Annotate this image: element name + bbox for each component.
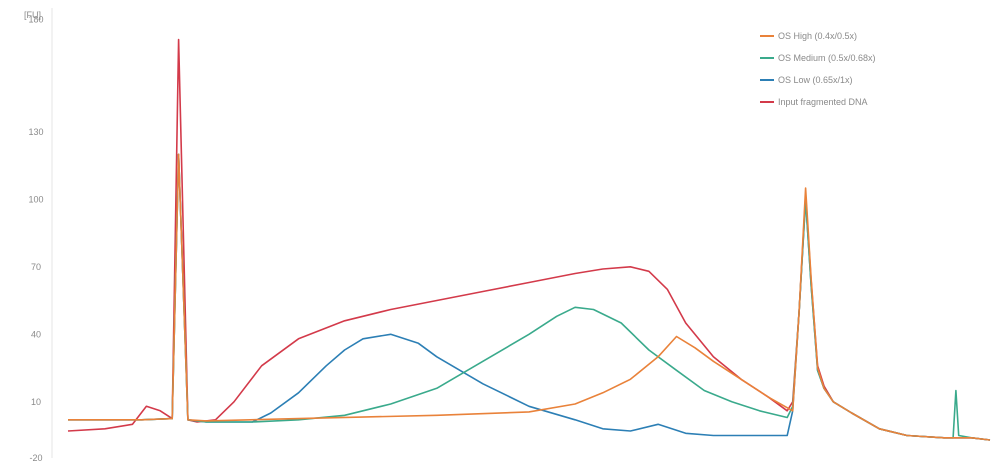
legend-label: Input fragmented DNA: [778, 97, 868, 107]
y-tick-label: 40: [31, 329, 41, 339]
y-tick-label: 70: [31, 262, 41, 272]
y-tick-label: 130: [28, 127, 43, 137]
series-group: [67, 38, 991, 441]
y-tick-label: 180: [28, 14, 43, 24]
y-axis-ticks: 180 130 100 70 40 10 -20: [28, 14, 43, 463]
series-line: [67, 38, 991, 441]
y-unit-label: [FU]: [24, 10, 41, 20]
series-line: [68, 153, 991, 441]
y-tick-label: -20: [29, 453, 42, 463]
legend-label: OS High (0.4x/0.5x): [778, 31, 857, 41]
legend: OS High (0.4x/0.5x) OS Medium (0.5x/0.68x…: [760, 31, 876, 107]
legend-label: OS Medium (0.5x/0.68x): [778, 53, 876, 63]
y-tick-label: 10: [31, 397, 41, 407]
y-tick-label: 100: [28, 194, 43, 204]
legend-label: OS Low (0.65x/1x): [778, 75, 853, 85]
